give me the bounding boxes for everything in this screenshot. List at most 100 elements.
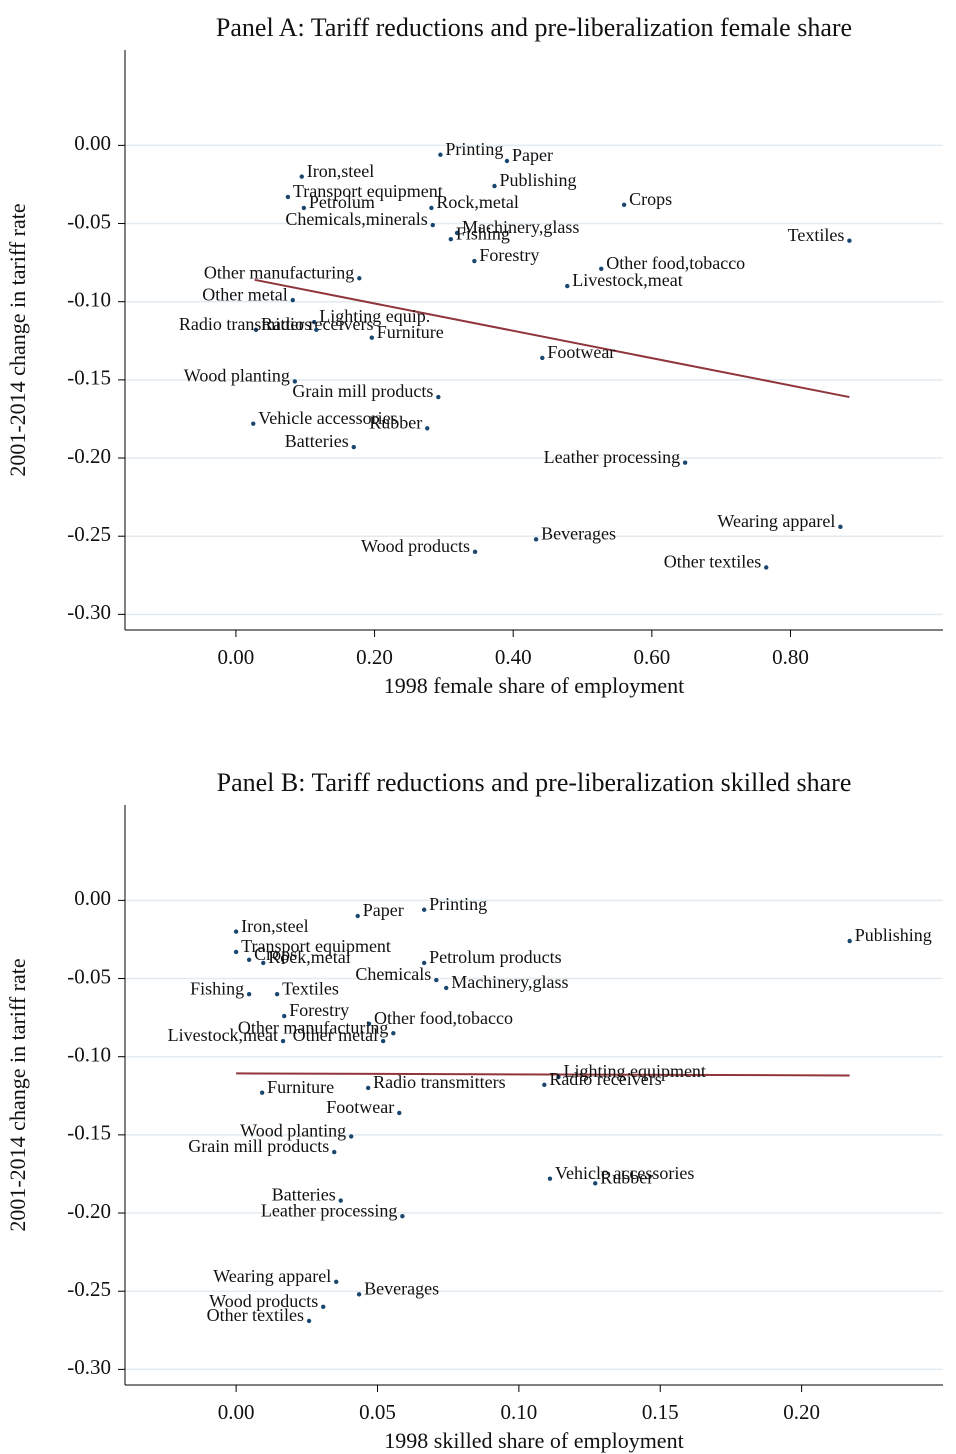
point	[847, 238, 852, 243]
point	[251, 421, 256, 426]
point-label: Radio receivers	[261, 314, 373, 334]
x-tick-label: 0.05	[359, 1400, 396, 1424]
x-tick-label: 0.00	[218, 1400, 255, 1424]
point	[838, 524, 843, 530]
x-tick-label: 0.40	[495, 645, 532, 669]
point	[312, 319, 317, 325]
point-label: Wearing apparel	[717, 511, 835, 531]
point	[556, 1074, 561, 1080]
point-label: Wearing apparel	[213, 1266, 331, 1286]
point	[533, 537, 539, 542]
point-label: Batteries	[272, 1185, 336, 1205]
point	[246, 991, 252, 997]
point-label: Footwear	[326, 1097, 394, 1117]
point-label: Forestry	[479, 245, 539, 265]
point	[472, 258, 477, 264]
point-label: Transport equipment	[241, 936, 391, 956]
y-tick-label: -0.05	[67, 964, 111, 988]
y-tick-label: -0.25	[67, 1277, 111, 1301]
point	[356, 1292, 362, 1297]
point	[351, 444, 356, 450]
point-label: Lighting equipment	[563, 1061, 705, 1081]
point	[332, 1149, 337, 1155]
point-label: Paper	[512, 145, 553, 165]
y-tick-label: -0.05	[67, 209, 111, 233]
x-tick-label: 0.00	[218, 645, 255, 669]
point-label: Radio transmitters	[373, 1072, 505, 1092]
y-tick-label: 0.00	[74, 131, 111, 155]
point	[301, 205, 307, 211]
point-label: Wood products	[361, 536, 470, 556]
point	[504, 158, 510, 164]
point-label: Rock,metal	[436, 192, 518, 212]
point-label: Fishing	[190, 978, 244, 998]
point	[542, 1082, 547, 1088]
panel: Panel B: Tariff reductions and pre-liber…	[5, 768, 943, 1453]
point	[281, 1013, 287, 1019]
y-tick-label: 0.00	[74, 886, 111, 910]
point-label: Iron,steel	[307, 161, 374, 181]
point	[847, 938, 852, 944]
point	[565, 283, 570, 289]
point-label: Publishing	[855, 925, 932, 945]
point-label: Beverages	[541, 523, 616, 543]
point	[369, 335, 374, 340]
point	[421, 907, 427, 912]
point-label: Livestock,meat	[572, 270, 682, 290]
x-tick-label: 0.10	[500, 1400, 537, 1424]
point-label: Other textiles	[664, 552, 761, 572]
point-label: Grain mill products	[188, 1136, 329, 1156]
point	[421, 960, 427, 966]
point-label: Other manufacturing	[238, 1017, 388, 1037]
point	[292, 379, 298, 384]
x-axis-label: 1998 female share of employment	[384, 673, 685, 698]
point	[306, 1318, 312, 1324]
y-tick-label: -0.20	[67, 444, 111, 468]
point	[425, 426, 430, 431]
y-axis-label: 2001-2014 change in tariff rate	[5, 958, 30, 1231]
point-label: Vehicle accessories	[258, 408, 397, 428]
point	[355, 913, 360, 919]
point	[285, 194, 291, 200]
point	[593, 1181, 598, 1186]
point	[540, 355, 545, 361]
point-label: Radio transmitters	[179, 314, 311, 334]
point	[321, 1304, 326, 1310]
point-label: Printing	[429, 894, 487, 914]
y-tick-label: -0.20	[67, 1199, 111, 1223]
point-label: Crops	[629, 189, 672, 209]
point-label: Paper	[363, 900, 404, 920]
point-label: Fishing	[456, 223, 510, 243]
point-label: Rock,metal	[268, 947, 350, 967]
point	[621, 202, 627, 207]
point	[430, 222, 435, 228]
point	[429, 205, 434, 211]
point	[454, 230, 460, 236]
point	[314, 327, 319, 333]
point-label: Crops	[254, 944, 297, 964]
point	[397, 1110, 402, 1116]
point	[233, 949, 239, 955]
point	[682, 460, 688, 465]
x-tick-label: 0.20	[783, 1400, 820, 1424]
y-tick-label: -0.15	[67, 1121, 111, 1145]
x-tick-label: 0.15	[642, 1400, 679, 1424]
point	[434, 977, 439, 983]
point-label: Petrolum products	[429, 947, 562, 967]
point	[444, 985, 449, 991]
point-label: Rubber	[369, 412, 422, 432]
point-label: Petrolum	[309, 192, 375, 212]
point-label: Chemicals	[355, 964, 431, 984]
x-tick-label: 0.20	[356, 645, 393, 669]
point-label: Printing	[445, 139, 503, 159]
point	[764, 565, 769, 570]
y-tick-label: -0.30	[67, 1355, 111, 1379]
point	[334, 1279, 339, 1285]
point-label: Batteries	[285, 431, 349, 451]
x-tick-label: 0.60	[633, 645, 670, 669]
panel-title: Panel B: Tariff reductions and pre-liber…	[217, 768, 852, 797]
y-tick-label: -0.10	[67, 1043, 111, 1067]
y-tick-label: -0.30	[67, 600, 111, 624]
point-label: Vehicle accessories	[555, 1163, 694, 1183]
